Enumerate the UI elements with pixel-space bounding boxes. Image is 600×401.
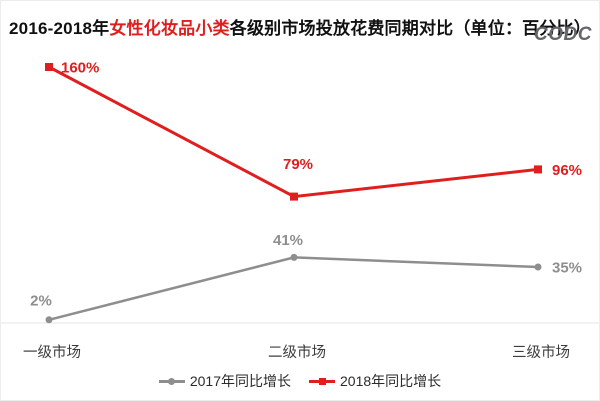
- data-point-marker: [45, 63, 53, 71]
- codc-logo: CODC: [534, 24, 592, 45]
- title-prefix: 2016-2018年: [9, 19, 110, 38]
- x-axis-label: 二级市场: [268, 344, 326, 361]
- legend-swatch-square-icon: [309, 377, 335, 386]
- data-point-label: 79%: [283, 156, 313, 173]
- legend-item: 2018年同比增长: [309, 371, 441, 391]
- data-point-marker: [290, 253, 298, 261]
- legend: 2017年同比增长 2018年同比增长: [1, 371, 599, 391]
- data-point-label: 96%: [552, 162, 582, 179]
- legend-item: 2017年同比增长: [158, 371, 291, 391]
- series-line-2018年同比增长: [48, 65, 539, 199]
- title-highlight: 女性化妆品小类: [109, 19, 230, 38]
- data-point-label: 35%: [552, 260, 582, 277]
- data-point-label: 2%: [30, 292, 52, 309]
- data-point-marker: [534, 165, 542, 174]
- data-point-marker: [534, 263, 542, 271]
- legend-label: 2018年同比增长: [340, 373, 442, 389]
- chart-title: 2016-2018年女性化妆品小类各级别市场投放花费同期对比（单位：百分比）: [1, 14, 599, 39]
- data-point-marker: [45, 316, 53, 324]
- data-point-marker: [290, 192, 298, 201]
- data-point-label: 160%: [61, 60, 99, 77]
- data-point-label: 41%: [273, 232, 303, 249]
- title-suffix: 各级别市场投放花费同期对比（单位：百分比）: [229, 19, 591, 38]
- legend-swatch-circle-icon: [158, 377, 185, 386]
- x-axis-label: 一级市场: [23, 344, 81, 361]
- x-axis-label: 三级市场: [512, 344, 570, 361]
- legend-label: 2017年同比增长: [189, 373, 291, 389]
- series-line-2017年同比增长: [48, 256, 539, 322]
